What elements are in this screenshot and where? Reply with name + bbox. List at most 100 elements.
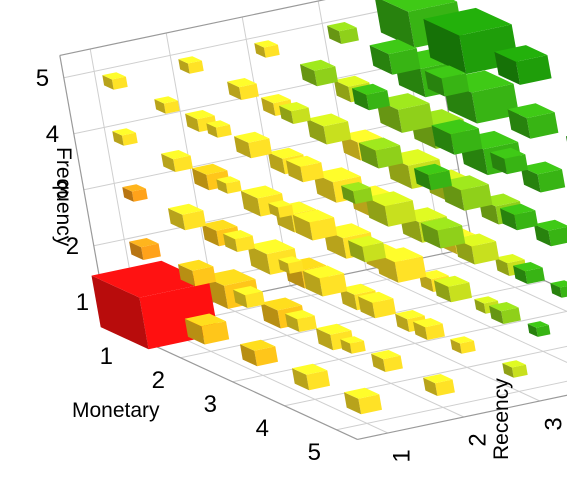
cube-top-face [316,323,352,335]
cube-side-face [316,328,334,351]
data-cube [450,336,476,354]
frequency-tick-label: 3 [56,177,69,204]
cube-front-face [323,121,352,145]
cube-side-face [376,99,403,133]
cube-side-face [334,80,352,103]
cube-top-face [184,313,226,327]
data-cube [286,155,324,183]
cube-top-face [178,259,214,271]
cube-top-face [122,184,146,192]
cube-top-face [490,147,526,159]
cube-front-face [450,128,483,155]
cube-side-face [413,321,428,340]
data-cube [122,184,148,202]
cube-side-face [161,153,176,172]
cube-front-face [448,282,472,303]
cube-side-face [344,392,362,415]
cube-side-face [341,185,356,204]
cube-side-face [91,275,149,350]
data-cube [369,39,421,75]
cube-front-face [375,145,404,169]
cube-front-face [559,286,567,298]
cube-front-face [425,323,445,340]
cube-top-face [513,262,543,272]
cube-side-face [185,113,200,132]
cube-side-face [489,305,504,324]
cube-side-face [306,118,327,145]
data-cube [178,56,204,74]
wall-grid-line [63,0,429,79]
data-cube [414,163,452,191]
cube-top-face [423,7,512,36]
cube-side-face [278,259,290,274]
cube-side-face [423,18,467,75]
cube-top-face [154,96,178,104]
cube-top-face [300,59,336,71]
cube-side-face [420,222,441,249]
cube-side-face [365,197,389,227]
cube-front-face [287,260,304,274]
cube-side-face [178,264,196,287]
data-cube [520,161,566,193]
cube-top-face [306,113,348,127]
cube-side-face [450,339,462,354]
cube-top-face [279,102,309,112]
data-cube [278,256,304,274]
data-cube [216,176,242,194]
data-cube [233,286,265,308]
cube-front-face [182,210,206,231]
data-cube [375,247,427,283]
cube-top-face [423,374,453,384]
cube-side-face [129,241,144,260]
cube-top-face [268,200,292,208]
cube-side-face [102,75,114,90]
cube-top-face [420,217,462,231]
data-cube [302,265,348,297]
cube-front-face [263,44,280,58]
cube-front-face [548,226,567,247]
cube-top-face [344,387,380,399]
cube-side-face [206,123,218,138]
cube-side-face [495,257,510,276]
cube-side-face [154,99,166,114]
cube-top-face [395,310,425,320]
cube-side-face [240,344,258,367]
data-cube [431,119,483,155]
data-cube [300,59,338,87]
data-cube [420,217,466,249]
cube-front-face [525,267,545,284]
cube-side-face [369,45,393,75]
monetary-axis-title: Monetary [72,399,160,422]
cube-top-face [340,336,364,344]
data-cube [423,374,455,396]
cube-top-face [500,203,536,215]
cube-front-face [306,370,330,391]
data-cube [240,339,278,367]
cube-top-face [375,247,423,263]
cube-top-face [223,230,253,240]
frequency-tick-label: 5 [36,65,49,92]
cube-front-face [248,138,272,159]
cube-front-face [384,200,417,227]
cube-front-face [428,170,452,191]
cube-side-face [279,105,294,124]
data-cube [102,72,128,90]
floor-grid-line [336,380,567,431]
data-cube [285,310,317,332]
cube-front-face [239,83,259,100]
cube-side-face [327,25,342,44]
cube-top-face [286,155,322,167]
cube-top-face [431,119,479,135]
cube-side-face [340,134,361,161]
cube-top-face [502,360,526,368]
data-cube [184,313,230,345]
floor-grid-line [441,253,567,312]
recency-tick-label: 2 [465,433,492,446]
cube-front-face [398,103,434,133]
cube-front-face [460,184,493,211]
cube-top-face [369,39,417,55]
data-cube [268,200,294,218]
cube-top-face [340,283,376,295]
cube-side-face [260,302,281,329]
cube-side-face [348,240,366,263]
